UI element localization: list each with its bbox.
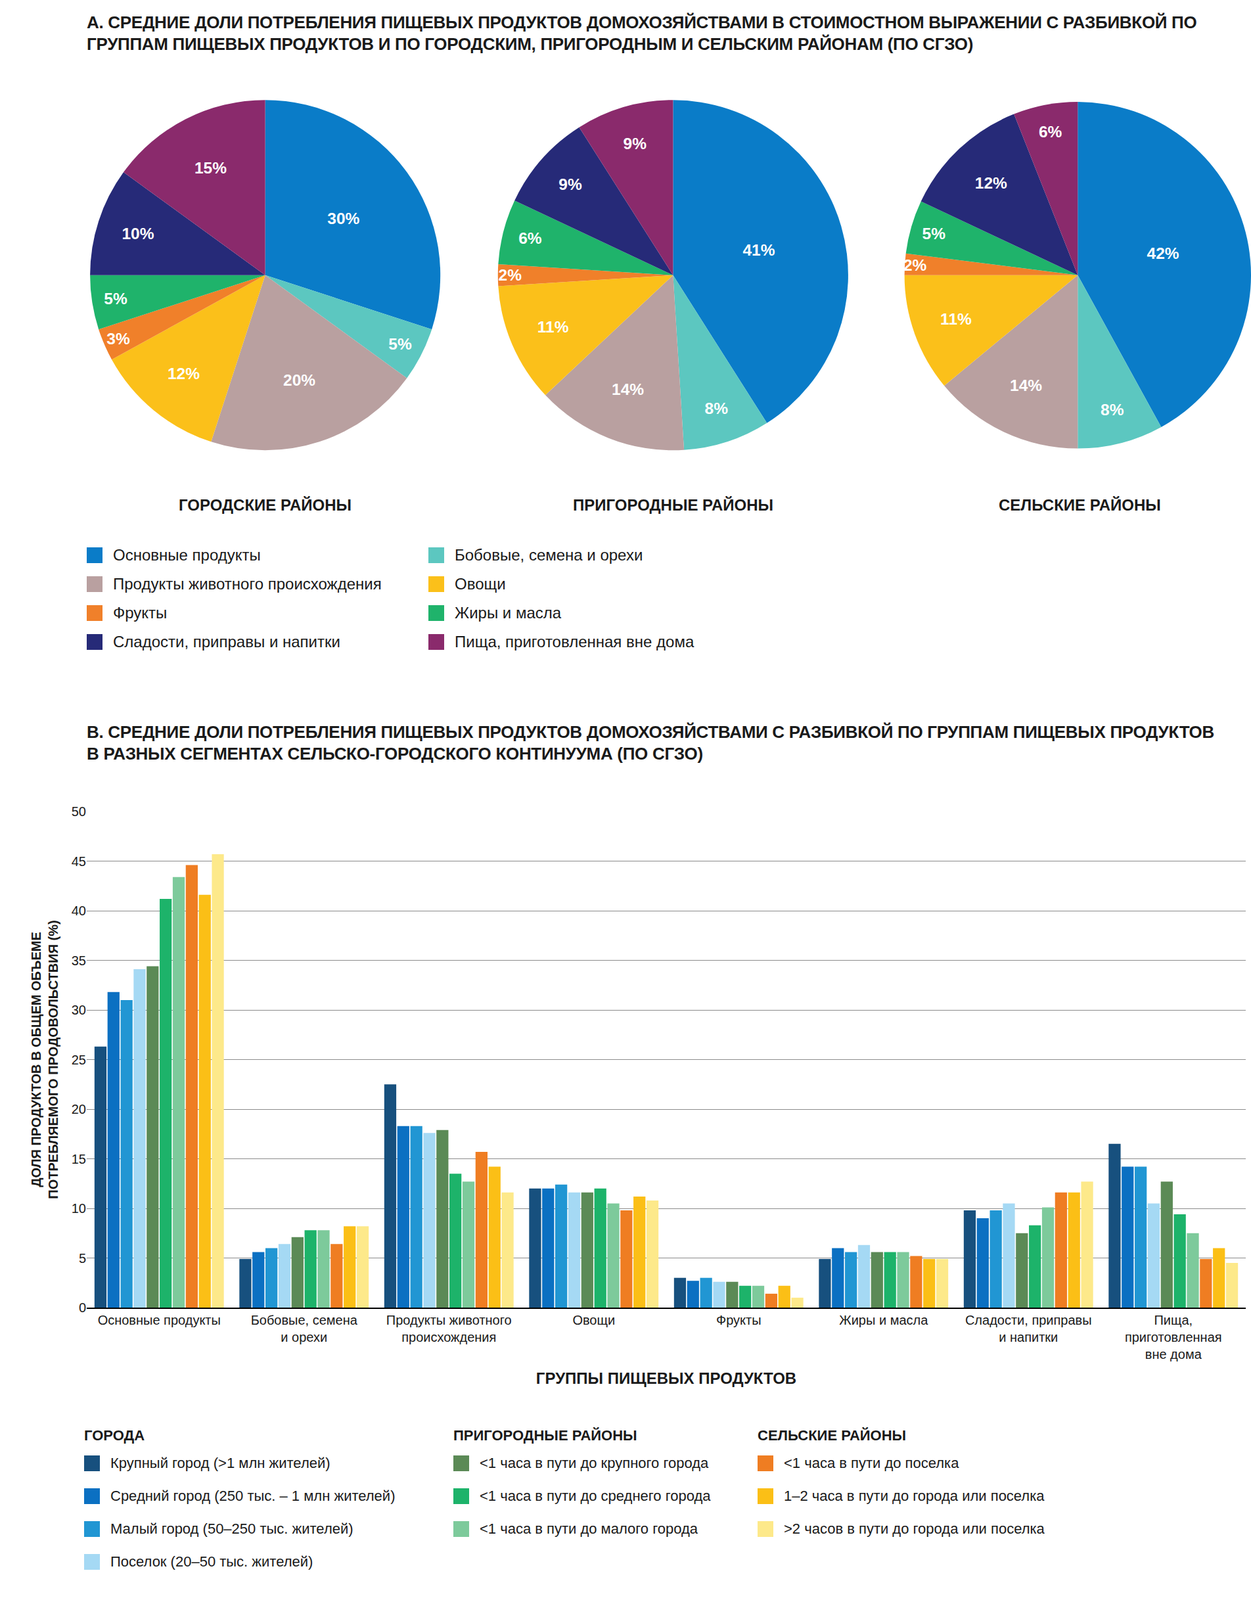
svg-text:45: 45 <box>71 854 87 869</box>
svg-text:40: 40 <box>71 903 87 918</box>
svg-text:ПРИГОРОДНЫЕ РАЙОНЫ: ПРИГОРОДНЫЕ РАЙОНЫ <box>572 496 774 514</box>
svg-text:Продукты животногопроисхождени: Продукты животногопроисхождения <box>386 1312 512 1345</box>
svg-text:12%: 12% <box>975 174 1008 192</box>
svg-text:ДОЛЯ ПРОДУКТОВ В ОБЩЕМ ОБЪЕМЕП: ДОЛЯ ПРОДУКТОВ В ОБЩЕМ ОБЪЕМЕПОТРЕБЛЯЕМО… <box>28 919 61 1199</box>
svg-text:30: 30 <box>71 1002 87 1018</box>
html-text:В. СРЕДНИЕ ДОЛИ ПОТРЕБЛЕНИЯ ПИ: В. СРЕДНИЕ ДОЛИ ПОТРЕБЛЕНИЯ ПИЩЕВЫХ ПРОД… <box>86 722 1215 764</box>
svg-text:Жиры и масла: Жиры и масла <box>839 1312 929 1328</box>
html-text:<1 часа в пути до поселка: <1 часа в пути до поселка <box>783 1454 959 1472</box>
html-text:1–2 часа в пути до города или: 1–2 часа в пути до города или поселка <box>783 1487 1045 1504</box>
svg-text:15: 15 <box>71 1151 87 1167</box>
svg-text:3%: 3% <box>106 329 131 348</box>
svg-text:Сладости, приправыи напитки: Сладости, приправыи напитки <box>965 1312 1092 1345</box>
svg-text:0: 0 <box>78 1300 87 1315</box>
svg-text:Фрукты: Фрукты <box>716 1312 762 1328</box>
svg-text:42%: 42% <box>1147 244 1180 263</box>
svg-text:СЕЛЬСКИЕ РАЙОНЫ: СЕЛЬСКИЕ РАЙОНЫ <box>998 496 1161 514</box>
svg-text:20: 20 <box>71 1101 87 1117</box>
svg-text:ГОРОДСКИЕ РАЙОНЫ: ГОРОДСКИЕ РАЙОНЫ <box>178 496 352 514</box>
svg-text:5%: 5% <box>388 335 412 353</box>
html-text:Средний город (250 тыс. – 1 мл: Средний город (250 тыс. – 1 млн жителей) <box>110 1487 396 1504</box>
html-text:Пища, приготовленная вне дома: Пища, приготовленная вне дома <box>454 632 695 651</box>
html-text:<1 часа в пути до крупного гор: <1 часа в пути до крупного города <box>479 1454 709 1472</box>
svg-text:50: 50 <box>71 804 87 819</box>
svg-text:ГРУППЫ ПИЩЕВЫХ ПРОДУКТОВ: ГРУППЫ ПИЩЕВЫХ ПРОДУКТОВ <box>536 1369 797 1388</box>
svg-text:11%: 11% <box>537 318 569 336</box>
svg-text:20%: 20% <box>283 371 316 389</box>
svg-text:Овощи: Овощи <box>572 1312 615 1328</box>
svg-text:5%: 5% <box>103 289 128 308</box>
svg-text:15%: 15% <box>194 159 227 177</box>
svg-text:8%: 8% <box>705 399 729 418</box>
html-text:>2 часов в пути до города или: >2 часов в пути до города или поселка <box>783 1520 1045 1537</box>
html-text:<1 часа в пути до малого город: <1 часа в пути до малого города <box>479 1520 698 1537</box>
svg-text:8%: 8% <box>1100 400 1125 419</box>
html-text:Малый город (50–250 тыс. жител: Малый город (50–250 тыс. жителей) <box>110 1520 354 1537</box>
html-text:ПРИГОРОДНЫЕ РАЙОНЫ: ПРИГОРОДНЫЕ РАЙОНЫ <box>453 1427 638 1444</box>
svg-text:5: 5 <box>78 1251 87 1266</box>
html-text:<1 часа в пути до среднего гор: <1 часа в пути до среднего города <box>479 1487 711 1504</box>
svg-text:6%: 6% <box>1038 122 1063 141</box>
svg-text:10%: 10% <box>121 224 154 243</box>
svg-text:12%: 12% <box>167 364 200 383</box>
html-text:Продукты животного происхожден: Продукты животного происхождения <box>113 574 382 593</box>
svg-text:2%: 2% <box>498 266 523 284</box>
svg-text:11%: 11% <box>940 310 972 328</box>
svg-text:Пища,приготовленнаявне дома: Пища,приготовленнаявне дома <box>1124 1312 1223 1362</box>
html-text:Основные продукты: Основные продукты <box>113 545 261 564</box>
svg-text:25: 25 <box>71 1052 87 1068</box>
svg-text:Бобовые, семенаи орехи: Бобовые, семенаи орехи <box>250 1312 359 1345</box>
html-text:А. СРЕДНИЕ ДОЛИ ПОТРЕБЛЕНИЯ ПИ: А. СРЕДНИЕ ДОЛИ ПОТРЕБЛЕНИЯ ПИЩЕВЫХ ПРОД… <box>86 12 1197 54</box>
svg-text:30%: 30% <box>327 209 360 228</box>
svg-text:Основные продукты: Основные продукты <box>97 1312 221 1328</box>
svg-text:10: 10 <box>71 1201 87 1216</box>
html-text:Сладости, приправы и напитки: Сладости, приправы и напитки <box>113 632 341 651</box>
html-text:ГОРОДА: ГОРОДА <box>84 1427 145 1444</box>
html-text:Бобовые, семена и орехи: Бобовые, семена и орехи <box>454 545 643 564</box>
html-text:Фрукты: Фрукты <box>113 603 168 622</box>
svg-text:35: 35 <box>71 953 87 968</box>
svg-text:9%: 9% <box>622 134 647 153</box>
svg-text:2%: 2% <box>903 256 928 274</box>
html-text:Крупный город (>1 млн жителей): Крупный город (>1 млн жителей) <box>110 1454 331 1472</box>
svg-text:14%: 14% <box>1009 376 1043 395</box>
svg-text:5%: 5% <box>922 224 947 243</box>
html-text:Жиры и масла: Жиры и масла <box>454 603 562 622</box>
svg-text:41%: 41% <box>742 241 775 259</box>
html-text:Овощи: Овощи <box>454 574 506 593</box>
svg-text:9%: 9% <box>558 175 583 194</box>
html-text:Поселок (20–50 тыс. жителей): Поселок (20–50 тыс. жителей) <box>110 1553 314 1570</box>
html-text:СЕЛЬСКИЕ РАЙОНЫ: СЕЛЬСКИЕ РАЙОНЫ <box>757 1427 907 1444</box>
svg-text:14%: 14% <box>611 380 644 399</box>
svg-text:6%: 6% <box>518 229 543 248</box>
